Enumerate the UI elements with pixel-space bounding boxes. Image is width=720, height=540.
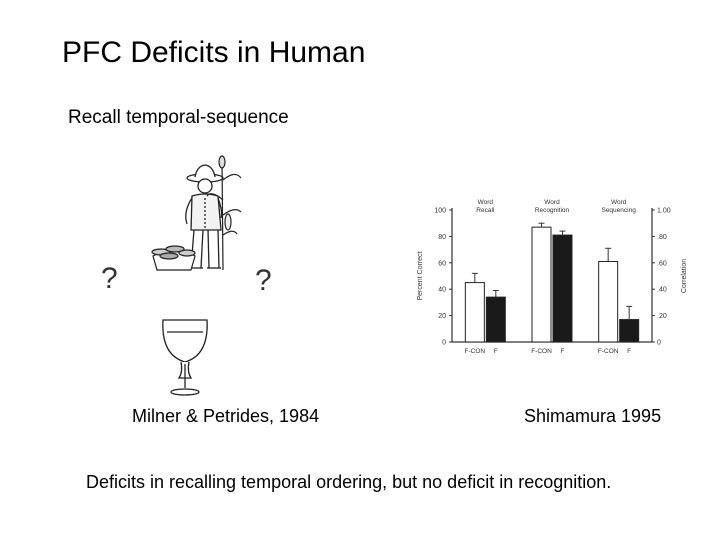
question-mark-right: ?	[255, 264, 272, 297]
y-tick-label: 40	[438, 287, 446, 294]
y2-tick-label: .20	[657, 313, 667, 320]
y2-tick-label: .60	[657, 260, 667, 267]
group-label: Recall	[476, 207, 495, 214]
bar-label: F	[561, 348, 565, 355]
group-label: Word	[544, 199, 560, 206]
bar-f-con-word-recognition	[531, 226, 552, 343]
y-tick-label: 100	[434, 208, 446, 215]
temporal-sequence-illustration: ? ?	[101, 155, 272, 396]
bar-label: F	[494, 348, 498, 355]
group-label: Word	[478, 199, 494, 206]
chart-frame	[451, 208, 653, 343]
y2-tick-label: 0	[657, 340, 661, 347]
bar-f-word-sequencing	[619, 319, 640, 343]
y2-tick-label: .80	[657, 234, 667, 241]
y-tick-label: 20	[438, 313, 446, 320]
caption-milner-petrides: Milner & Petrides, 1984	[132, 406, 320, 426]
farmer-figure	[185, 164, 224, 269]
chart-marks: 1008060402001.00.80.60.40.200WordRecallF…	[434, 199, 670, 355]
y-tick-label: 80	[438, 234, 446, 241]
y-axis-label: Percent Correct	[417, 251, 424, 300]
bar-f-con-word-sequencing	[598, 260, 619, 343]
slide-subtitle: Recall temporal-sequence	[68, 107, 289, 128]
y2-tick-label: .40	[657, 287, 667, 294]
y-tick-label: 60	[438, 260, 446, 267]
group-label: Recognition	[535, 207, 570, 214]
slide-conclusion: Deficits in recalling temporal ordering,…	[86, 472, 612, 492]
group-label: Word	[611, 199, 627, 206]
bar-label: F-CON	[598, 348, 619, 355]
bar-label: F-CON	[531, 348, 552, 355]
bar-label: F-CON	[465, 348, 486, 355]
y-tick-label: 0	[442, 340, 446, 347]
bar-f-con-word-recall	[464, 282, 485, 343]
y2-tick-label: 1.00	[657, 208, 671, 215]
question-mark-left: ?	[101, 262, 118, 295]
goblet	[162, 319, 208, 396]
y2-axis-label: Correlation	[681, 259, 688, 293]
bar-f-word-recognition	[552, 234, 573, 343]
bar-f-word-recall	[485, 296, 506, 343]
slide-title: PFC Deficits in Human	[62, 36, 366, 69]
corn-stalk	[206, 155, 242, 271]
corn-basket	[151, 245, 196, 271]
caption-shimamura: Shimamura 1995	[524, 406, 662, 426]
group-label: Sequencing	[601, 207, 636, 214]
shimamura-bar-chart: Percent Correct Correlation 100 80 60 40 20 0…	[417, 199, 688, 355]
bar-label: F	[627, 348, 631, 355]
